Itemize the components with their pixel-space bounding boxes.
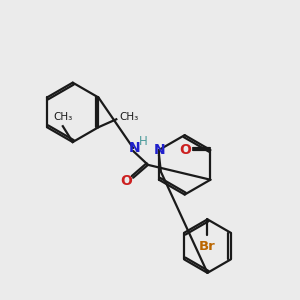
Text: H: H bbox=[139, 135, 147, 148]
Text: O: O bbox=[180, 143, 192, 157]
Text: CH₃: CH₃ bbox=[119, 112, 139, 122]
Text: N: N bbox=[128, 141, 140, 155]
Text: Br: Br bbox=[199, 240, 216, 253]
Text: N: N bbox=[154, 143, 166, 157]
Text: CH₃: CH₃ bbox=[53, 112, 72, 122]
Text: O: O bbox=[120, 174, 132, 188]
